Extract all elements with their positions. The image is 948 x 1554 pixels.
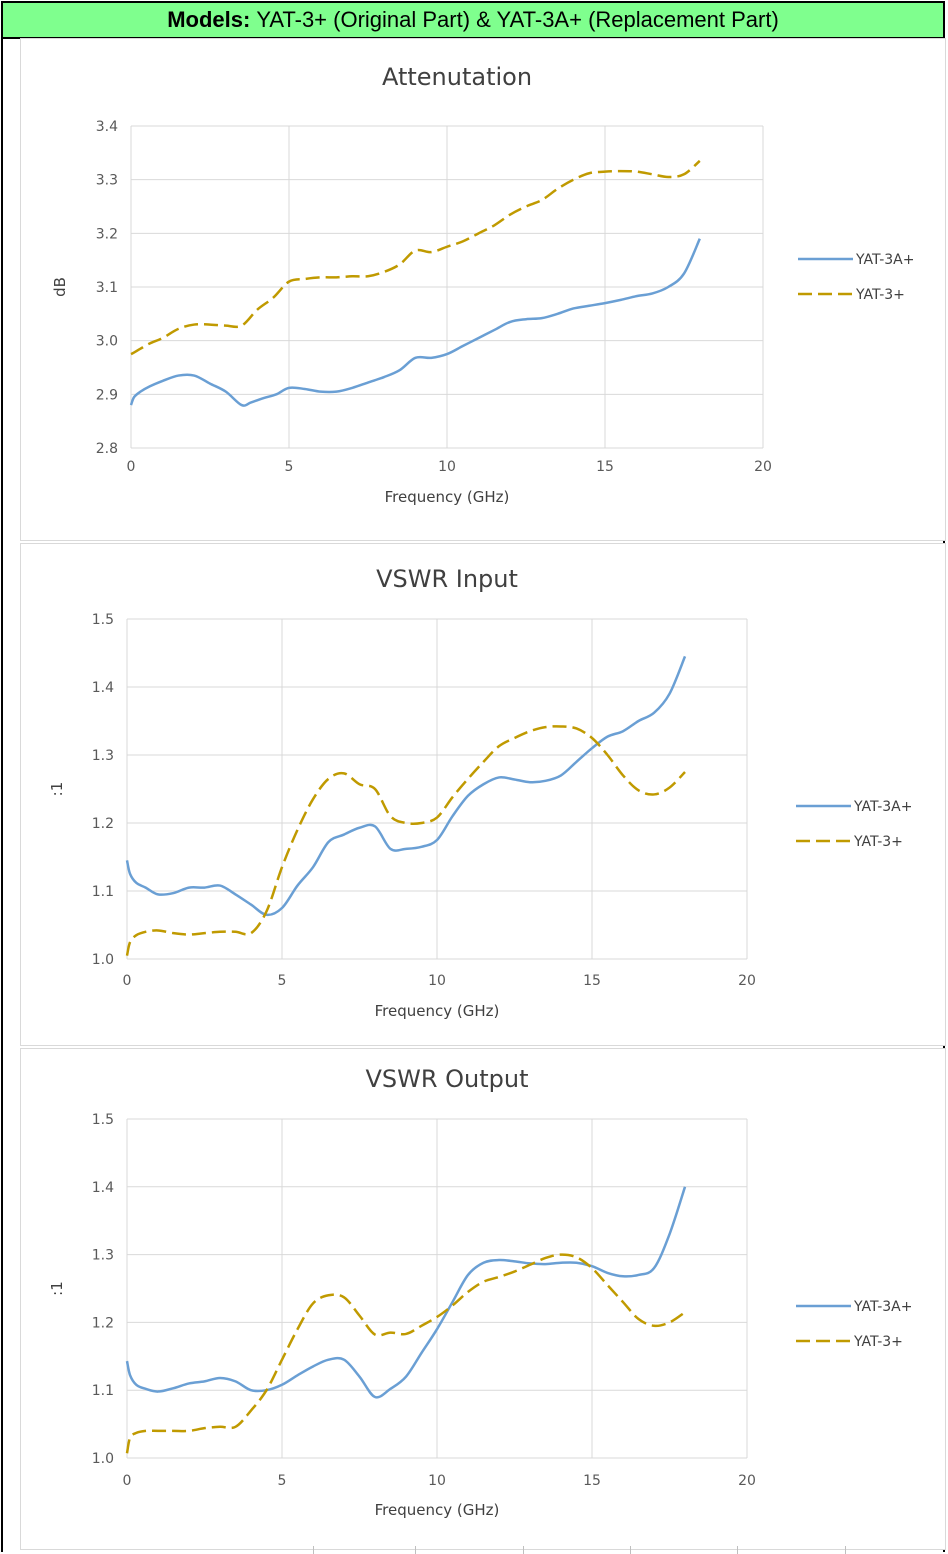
x-tick-label: 5 bbox=[278, 1473, 287, 1489]
y-tick-label: 1.5 bbox=[92, 612, 114, 628]
y-tick-label: 1.5 bbox=[92, 1112, 114, 1128]
x-tick-label: 10 bbox=[428, 973, 446, 989]
x-axis-label: Frequency (GHz) bbox=[385, 488, 510, 506]
attenuation-chart-panel: 2.8 2.9 3.0 3.1 3.2 3.3 3.4 0 5 10 15 20 Attenutatio… bbox=[20, 38, 946, 541]
cell-divider bbox=[737, 1546, 738, 1554]
x-tick-label: 0 bbox=[127, 459, 136, 475]
chart-svg: 1.0 1.1 1.2 1.3 1.4 1.5 0 5 10 15 20 VSWR Input Freq… bbox=[48, 565, 913, 1020]
cell-divider bbox=[630, 1546, 631, 1554]
vswr-output-chart-panel: 1.0 1.1 1.2 1.3 1.4 1.5 0 5 10 15 20 VSWR Output Fre… bbox=[20, 1048, 946, 1550]
y-axis-label: dB bbox=[51, 277, 69, 297]
y-tick-label: 1.1 bbox=[92, 884, 114, 900]
y-tick-label: 1.4 bbox=[92, 680, 114, 696]
legend-label: YAT-3A+ bbox=[853, 1299, 913, 1315]
y-tick-label: 3.0 bbox=[96, 334, 118, 350]
y-tick-label: 1.2 bbox=[92, 816, 114, 832]
chart-title: Attenutation bbox=[382, 63, 532, 91]
x-tick-label: 20 bbox=[754, 459, 772, 475]
y-tick-label: 2.9 bbox=[96, 387, 118, 403]
chart-svg: 1.0 1.1 1.2 1.3 1.4 1.5 0 5 10 15 20 VSWR Output Fre… bbox=[48, 1065, 913, 1519]
series-line-yat-3 bbox=[125, 1253, 686, 1454]
y-axis-label: :1 bbox=[48, 782, 66, 797]
charts-frame: 2.8 2.9 3.0 3.1 3.2 3.3 3.4 0 5 10 15 20 Attenutatio… bbox=[1, 38, 946, 1552]
y-axis-label: :1 bbox=[48, 1281, 66, 1296]
chart-title: VSWR Input bbox=[376, 565, 518, 593]
legend-label: YAT-3A+ bbox=[855, 252, 915, 268]
y-tick-label: 1.3 bbox=[92, 1248, 114, 1264]
vswr-input-chart-panel: 1.0 1.1 1.2 1.3 1.4 1.5 0 5 10 15 20 VSWR Input Freq… bbox=[20, 543, 946, 1046]
x-tick-label: 20 bbox=[738, 973, 756, 989]
x-tick-label: 15 bbox=[583, 1473, 601, 1489]
models-label: Models: bbox=[167, 7, 251, 32]
models-text: YAT-3+ (Original Part) & YAT-3A+ (Replac… bbox=[256, 7, 779, 32]
y-tick-label: 2.8 bbox=[96, 441, 118, 457]
x-axis-label: Frequency (GHz) bbox=[375, 1501, 500, 1519]
x-tick-label: 15 bbox=[583, 973, 601, 989]
chart-svg: 2.8 2.9 3.0 3.1 3.2 3.3 3.4 0 5 10 15 20 Attenutatio… bbox=[51, 63, 915, 506]
x-tick-label: 0 bbox=[123, 973, 132, 989]
y-tick-label: 1.3 bbox=[92, 748, 114, 764]
series-line-yat-3a bbox=[125, 1186, 687, 1399]
series-line-yat-3a bbox=[129, 238, 701, 407]
y-tick-label: 1.4 bbox=[92, 1180, 114, 1196]
y-tick-label: 1.1 bbox=[92, 1383, 114, 1399]
x-tick-label: 5 bbox=[285, 459, 294, 475]
x-tick-label: 10 bbox=[428, 1473, 446, 1489]
y-tick-label: 3.1 bbox=[96, 280, 118, 296]
x-tick-label: 5 bbox=[278, 973, 287, 989]
series-line-yat-3 bbox=[130, 159, 701, 356]
cell-divider bbox=[415, 1546, 416, 1554]
y-tick-label: 3.4 bbox=[96, 119, 118, 135]
cell-divider bbox=[845, 1546, 846, 1554]
x-tick-label: 0 bbox=[123, 1473, 132, 1489]
legend-label: YAT-3A+ bbox=[853, 799, 913, 815]
legend-label: YAT-3+ bbox=[853, 1334, 903, 1350]
x-tick-label: 20 bbox=[738, 1473, 756, 1489]
chart-title: VSWR Output bbox=[365, 1065, 528, 1093]
y-tick-label: 1.2 bbox=[92, 1315, 114, 1331]
models-header: Models: YAT-3+ (Original Part) & YAT-3A+… bbox=[1, 1, 945, 39]
series-line-yat-3 bbox=[125, 725, 686, 956]
x-tick-label: 10 bbox=[438, 459, 456, 475]
legend-label: YAT-3+ bbox=[853, 834, 903, 850]
x-tick-label: 15 bbox=[596, 459, 614, 475]
y-tick-label: 3.3 bbox=[96, 173, 118, 189]
y-tick-label: 3.2 bbox=[96, 226, 118, 242]
x-axis-label: Frequency (GHz) bbox=[375, 1002, 500, 1020]
y-tick-label: 1.0 bbox=[92, 1451, 114, 1467]
legend-label: YAT-3+ bbox=[855, 287, 905, 303]
cell-divider bbox=[313, 1546, 314, 1554]
series-line-yat-3a bbox=[125, 655, 687, 917]
y-tick-label: 1.0 bbox=[92, 952, 114, 968]
cell-divider bbox=[523, 1546, 524, 1554]
